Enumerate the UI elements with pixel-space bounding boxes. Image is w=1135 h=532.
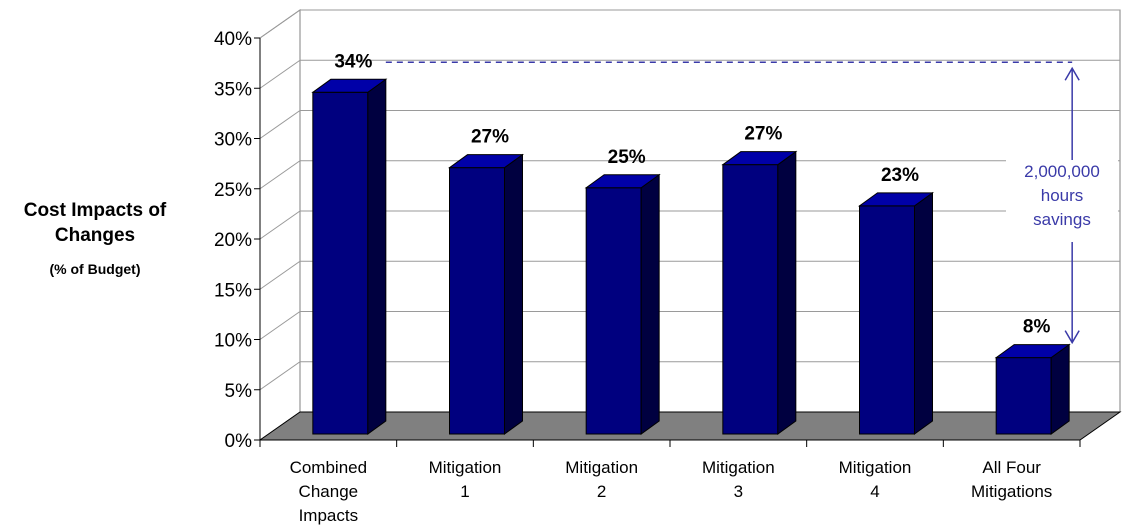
data-label: 27% (471, 127, 509, 148)
y-tick-label: 40% (214, 29, 252, 50)
bar-front (722, 164, 779, 435)
y-tick-label: 35% (214, 79, 252, 100)
bar-side (777, 150, 797, 435)
x-tick-label-line: Change (298, 482, 359, 501)
bar-top (857, 192, 935, 207)
bar-side (1050, 343, 1070, 435)
x-tick-label-line: 2 (596, 482, 607, 501)
x-tick-label: Mitigation 3 (678, 456, 798, 504)
bar-top (721, 151, 798, 166)
y-tick-label: 5% (225, 381, 253, 402)
y-tick-label: 30% (214, 130, 252, 151)
x-tick-label-line: Mitigation (701, 458, 775, 477)
x-tick-label-line: Mitigation (428, 458, 502, 477)
arrow-head-down (1064, 330, 1080, 345)
data-labels-group: 34% 27% 25% 27% 23% 8% (334, 51, 1050, 337)
y-tick-label: 10% (214, 331, 252, 352)
gridline (259, 210, 1120, 240)
bar-front (312, 91, 369, 435)
x-tick-label-line: All Four (982, 458, 1041, 477)
gridline (259, 311, 1120, 340)
bar-side (640, 173, 660, 435)
x-tick-label-line: Impacts (298, 506, 359, 525)
x-tick-label: All Four Mitigations (952, 456, 1072, 504)
y-tick-label: 15% (214, 280, 252, 301)
y-tick-label: 25% (214, 180, 252, 201)
x-tick-label-line: Mitigation (838, 458, 912, 477)
data-label: 23% (881, 165, 919, 186)
data-label: 25% (608, 147, 646, 168)
savings-annotation: 2,000,000 hours savings (1006, 160, 1118, 232)
bar-top (994, 344, 1071, 359)
x-tick-label-line: Combined (289, 458, 368, 477)
data-label: 27% (744, 124, 782, 145)
x-tick-label-line: 4 (870, 482, 880, 501)
y-axis-subtitle: (% of Budget) (49, 261, 141, 277)
bar-front (449, 167, 505, 435)
gridline (259, 361, 1120, 391)
annotation-line-3: savings (1033, 210, 1091, 229)
arrow-head-up (1064, 66, 1080, 81)
annotation-arrows (1064, 66, 1080, 345)
annotation-line-1: 2,000,000 (1024, 162, 1100, 181)
bar-side (504, 153, 523, 435)
gridline (259, 110, 1120, 139)
chart-walls (258, 9, 1122, 441)
bar-front (995, 357, 1052, 435)
gridline (259, 59, 1120, 89)
data-label: 34% (334, 51, 372, 72)
data-label: 8% (1023, 317, 1051, 338)
y-axis-title: Cost Impacts of Changes (23, 200, 167, 246)
x-tick-label-line: 1 (460, 482, 470, 501)
bar-front (585, 187, 642, 435)
bars-group (311, 78, 1071, 435)
x-tick-label: Mitigation 1 (405, 456, 525, 504)
y-ticks-group: 0% 5% 10% 15% 20% 25% 30% 35% 40% (214, 29, 1081, 452)
bar-front (859, 205, 915, 435)
x-tick-label-line: Mitigation (565, 458, 639, 477)
bar-top (311, 78, 388, 93)
x-tick-label: Mitigation 4 (815, 456, 935, 504)
chart-floor (258, 411, 1122, 441)
x-tick-label-line: Mitigations (971, 482, 1053, 501)
gridline (259, 160, 1120, 190)
bar-side (367, 78, 387, 435)
x-tick-label: Combined Change Impacts (268, 456, 388, 528)
bar-side (914, 191, 933, 435)
x-tick-label: Mitigation 2 (542, 456, 662, 504)
gridline (259, 260, 1120, 290)
gridlines (259, 9, 1120, 391)
x-tick-label-line: 3 (733, 482, 744, 501)
bar-top (447, 154, 525, 169)
y-tick-label: 0% (225, 431, 253, 452)
annotation-line-2: hours (1040, 186, 1084, 205)
bar-top (584, 174, 661, 189)
gridline (259, 9, 1120, 39)
y-tick-label: 20% (214, 230, 252, 251)
